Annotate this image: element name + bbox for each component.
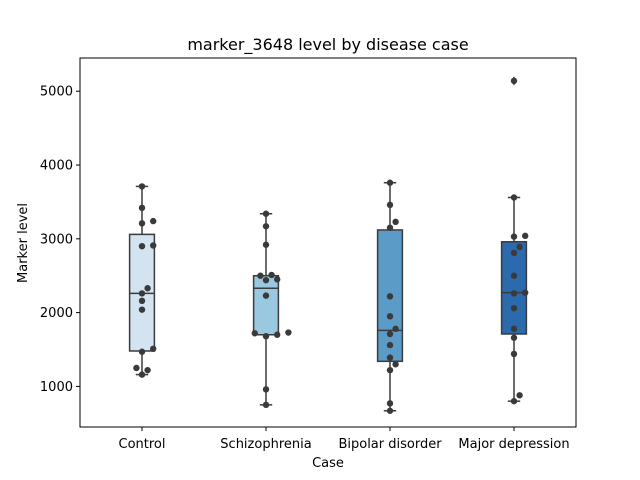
data-point [144,366,151,374]
data-point [386,330,394,338]
box-4 [500,241,528,335]
data-point [392,325,399,333]
data-point [262,401,270,409]
data-point [386,341,394,349]
data-point [386,313,394,320]
data-point [262,292,270,299]
data-point [257,272,264,279]
data-point [510,272,518,279]
data-point [510,397,518,405]
data-point [262,241,270,248]
data-point [386,201,394,209]
data-point [510,325,518,333]
data-point [144,285,151,292]
data-point [138,290,146,297]
data-point [386,407,394,414]
data-point [516,392,523,399]
x-axis-label: Case [312,456,344,471]
y-axis-label: Marker level [16,203,31,283]
data-point [274,331,281,338]
data-point [522,289,529,296]
data-point [138,371,146,378]
x-tick-label: Major depression [458,437,569,452]
y-tick-label: 2000 [40,306,73,321]
data-point [386,366,394,374]
data-point [138,220,146,227]
x-tick-label: Bipolar disorder [338,437,442,452]
data-point [268,271,275,279]
data-point [386,400,394,407]
x-tick-label: Control [119,437,166,452]
data-point [386,179,394,186]
data-point [251,330,258,337]
data-point [510,304,518,312]
y-tick-label: 3000 [40,232,73,247]
data-point [133,364,140,372]
data-point [392,361,399,368]
data-point [262,276,270,284]
data-point [138,242,146,250]
data-point [262,333,270,340]
data-point [392,218,399,226]
data-point [510,194,518,201]
data-point [138,183,146,190]
data-point [262,386,270,393]
plot-area-frame [79,57,577,428]
data-point [510,233,518,240]
x-tick-label: Schizophrenia [220,437,311,452]
data-point [138,297,146,305]
data-point [386,224,394,231]
data-point [510,77,518,85]
data-point [150,217,157,225]
data-point [150,345,157,352]
data-point [386,293,394,300]
data-point [138,348,146,355]
data-point [262,210,270,217]
y-tick-label: 4000 [40,159,73,174]
data-point [510,334,518,341]
data-point [386,354,394,361]
data-point [510,350,518,358]
data-point [138,306,146,313]
data-point [510,290,518,297]
data-point [262,223,270,230]
y-tick-label: 5000 [40,85,73,100]
data-point [274,276,281,283]
box-2 [252,274,280,336]
data-point [516,243,523,251]
data-point [138,204,146,212]
y-tick-label: 1000 [40,380,73,395]
data-point [510,249,518,257]
data-point [522,232,529,240]
chart-title: marker_3648 level by disease case [187,35,468,55]
data-point [150,242,157,249]
data-point [285,329,292,336]
